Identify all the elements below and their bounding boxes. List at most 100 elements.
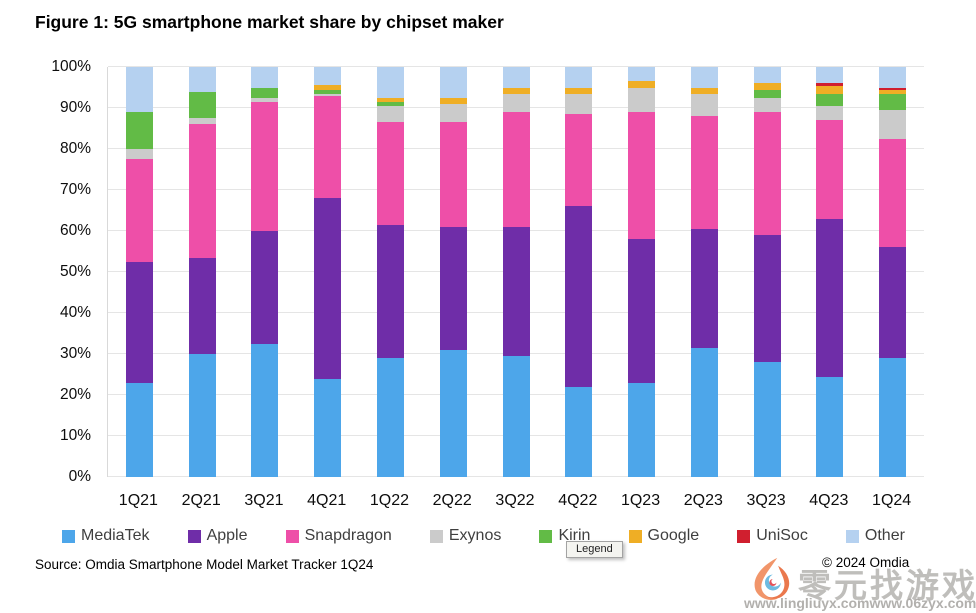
legend-item-mediatek: MediaTek [62,527,149,545]
x-tick-label-1q24: 1Q24 [872,492,912,509]
bar-segment-mediatek-2q22 [439,349,467,477]
bar-segment-exynos-4q22 [565,93,593,115]
bar-segment-snapdragon-4q21 [314,95,342,199]
bar-segment-snapdragon-4q22 [565,114,593,207]
legend-label: Google [647,527,700,544]
watermark-brand-text: 零元找游戏 [798,567,976,604]
x-tick-label-1q23: 1Q23 [620,492,661,509]
bar-segment-snapdragon-1q23 [628,112,656,240]
bar-segment-mediatek-1q23 [628,382,656,477]
bar-segment-kirin-1q24 [879,93,907,111]
bar-segment-exynos-2q22 [439,103,467,123]
bar-segment-unisoc-4q23 [816,83,844,87]
bar-segment-mediatek-1q21 [125,382,153,477]
watermark-url-left: www.lingliuyx.com [744,595,870,611]
bar-segment-google-2q22 [439,97,467,104]
bar-segment-exynos-3q23 [753,97,781,113]
bar-segment-snapdragon-2q22 [439,122,467,227]
bar-segment-other-1q22 [376,67,404,98]
bar-segment-other-4q22 [565,67,593,88]
legend-swatch-icon [539,529,553,543]
bar-segment-other-3q22 [502,67,530,88]
bar-segment-kirin-4q23 [816,93,844,106]
legend-tooltip: Legend [566,541,623,558]
bar-segment-google-4q21 [314,85,342,90]
plot-area [107,66,924,477]
x-tick-label-3q23: 3Q23 [746,492,786,509]
legend-swatch-icon [628,529,642,543]
y-tick-label: 70% [59,181,91,198]
legend-label: UniSoc [756,527,808,544]
bar-segment-kirin-2q21 [188,91,216,119]
legend-swatch-icon [62,529,75,543]
bar-segment-exynos-3q22 [502,93,530,113]
watermark-urls: www.lingliuyx.com www.06zyx.com [744,595,976,611]
legend-swatch-icon [429,529,443,543]
y-tick-label: 30% [59,345,91,362]
bar-segment-snapdragon-1q22 [376,122,404,225]
bar-segment-exynos-3q21 [251,97,279,102]
legend-label: MediaTek [81,527,150,544]
bar-segment-mediatek-1q22 [376,358,404,477]
bar-segment-other-1q21 [125,67,153,113]
bar-segment-kirin-4q21 [314,89,342,94]
y-tick-label: 50% [59,263,91,280]
bar-segment-mediatek-4q22 [565,386,593,477]
x-tick-label-4q22: 4Q22 [558,492,598,509]
bar-segment-apple-3q22 [502,226,530,357]
bar-segment-other-2q23 [690,67,718,88]
watermark-url-right: www.06zyx.com [869,595,976,611]
bar-segment-apple-1q21 [125,261,153,383]
bar-segment-exynos-2q21 [188,118,216,125]
y-tick-label: 40% [59,304,91,321]
bar-segment-kirin-1q21 [125,112,153,149]
x-tick-label-1q22: 1Q22 [369,492,410,509]
flame-swirl-icon [754,557,790,600]
bar-segment-kirin-3q23 [753,89,781,98]
bar-segment-apple-3q21 [251,231,279,344]
source-text: Source: Omdia Smartphone Model Market Tr… [35,557,374,572]
bar-segment-apple-2q23 [690,228,718,348]
legend-swatch-icon [187,529,201,543]
y-tick-label: 80% [59,140,91,157]
x-tick-label-2q23: 2Q23 [683,492,723,509]
bar-segment-apple-2q22 [439,226,467,350]
bar-segment-apple-1q24 [879,247,907,359]
bar-segment-google-1q24 [879,89,907,94]
y-tick-label: 100% [51,58,91,75]
bar-segment-mediatek-3q22 [502,356,530,477]
x-axis: 1Q21 2Q21 3Q21 4Q21 1Q22 2Q22 3Q22 4Q22 1Q23 2Q23… [107,492,923,516]
bar-segment-other-3q21 [251,67,279,88]
y-tick-label: 10% [59,427,91,444]
legend-item-apple: Apple [187,527,248,545]
x-tick-label-4q23: 4Q23 [809,492,849,509]
bar-segment-other-2q22 [439,67,467,98]
bar-segment-other-1q24 [879,67,907,88]
legend-swatch-icon [845,529,859,543]
legend-item-google: Google [628,527,700,545]
bar-segment-google-2q23 [690,87,718,94]
bar-segment-snapdragon-1q21 [125,159,153,262]
bar-segment-mediatek-4q23 [816,376,844,477]
bar-segment-exynos-2q23 [690,93,718,117]
legend: MediaTek Apple Snapdragon Exynos Kirin Google… [62,527,905,545]
bar-segment-kirin-1q22 [376,101,404,106]
bar-segment-unisoc-1q24 [879,87,907,90]
bar-segment-snapdragon-3q21 [251,101,279,231]
legend-label: Exynos [448,527,502,544]
legend-label: Other [864,527,905,544]
legend-item-other: Other [845,527,905,545]
bar-segment-apple-1q22 [376,224,404,359]
bar-segment-apple-3q23 [753,235,781,363]
bar-segment-apple-2q21 [188,257,216,354]
bar-segment-mediatek-3q21 [251,343,279,477]
bar-segment-other-2q21 [188,67,216,92]
bar-segment-apple-4q22 [565,206,593,387]
bar-segment-exynos-1q23 [628,87,656,113]
legend-item-kirin: Kirin [539,527,590,545]
legend-item-snapdragon: Snapdragon [285,527,392,545]
y-tick-label: 90% [59,99,91,116]
x-tick-label-4q21: 4Q21 [307,492,347,509]
legend-label: Snapdragon [304,527,392,544]
bar-segment-mediatek-2q23 [690,347,718,477]
